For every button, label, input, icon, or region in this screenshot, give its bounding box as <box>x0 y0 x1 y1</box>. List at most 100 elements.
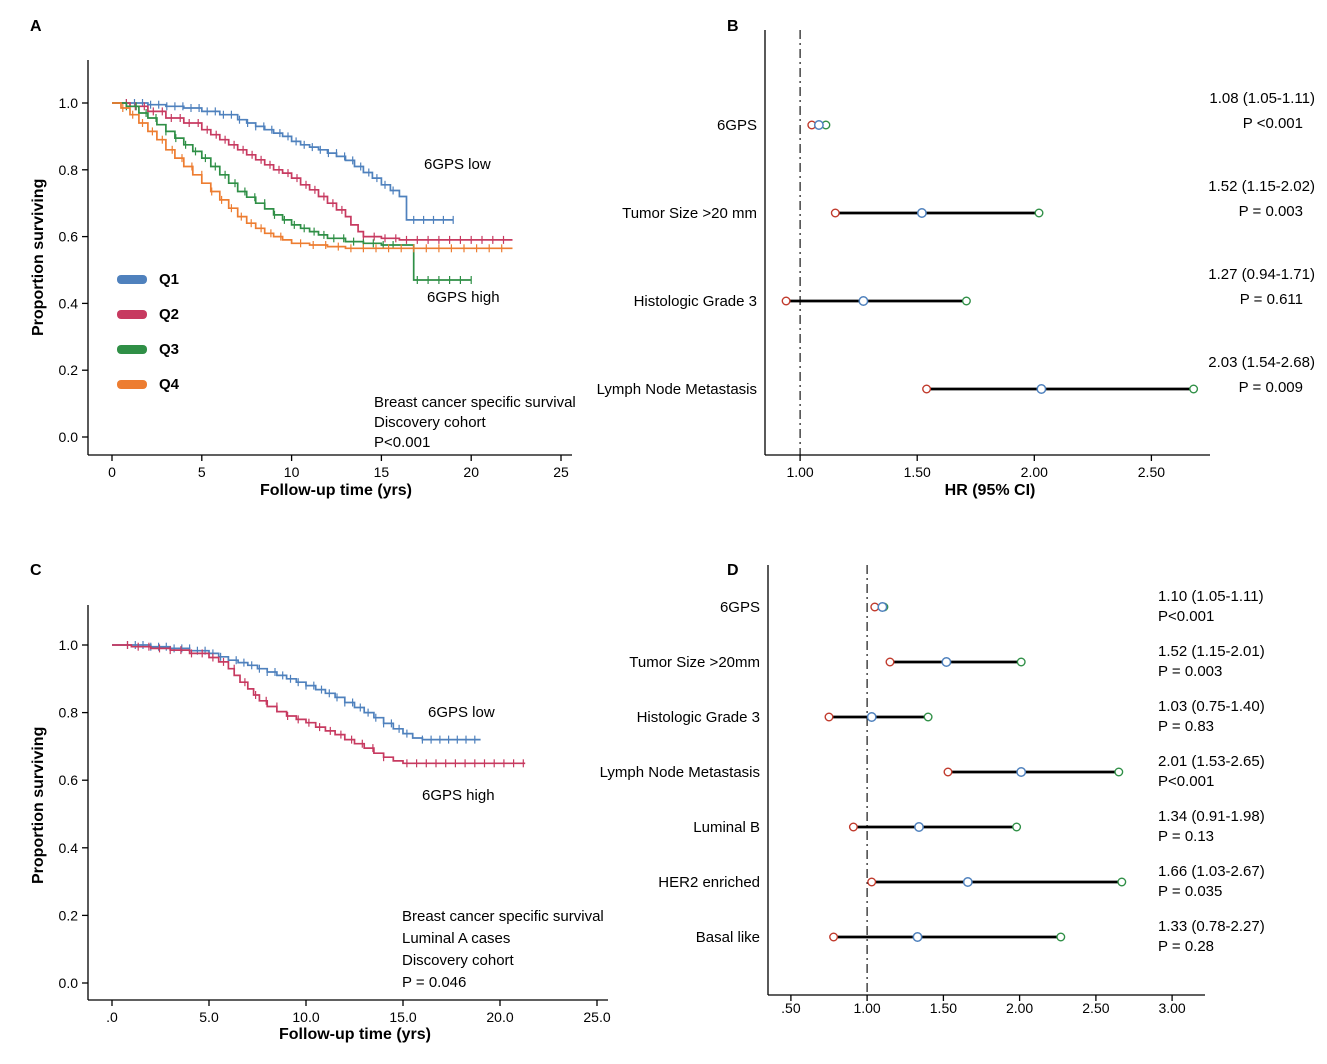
y-tick-label: 0.2 <box>59 362 79 378</box>
panel-a-footnote: Breast cancer specific survival Discover… <box>374 393 576 453</box>
ci-high-marker <box>1016 657 1026 667</box>
ci-low-marker <box>830 208 840 218</box>
km-curve-q2 <box>112 102 513 241</box>
hr-value-text: 1.33 (0.78-2.27) <box>1158 918 1265 935</box>
ci-low-marker <box>867 877 877 887</box>
hr-point-marker <box>914 822 924 832</box>
row-label-her2-enriched: HER2 enriched <box>658 874 760 891</box>
hr-value-text: 1.34 (0.91-1.98) <box>1158 808 1265 825</box>
panel-a-legend: Q1 Q2 Q3 Q4 <box>117 262 179 402</box>
x-tick-label: 5.0 <box>199 1009 219 1025</box>
x-tick-label: 1.50 <box>930 1000 957 1016</box>
ci-high-marker <box>961 296 971 306</box>
x-tick-label: 10 <box>284 464 300 480</box>
y-tick-label: 0.0 <box>59 975 79 991</box>
x-tick-label: 1.50 <box>904 464 931 480</box>
panel-c-footnote-line: Discovery cohort <box>402 952 514 969</box>
ci-high-marker <box>1034 208 1044 218</box>
panel-c-footnote: Breast cancer specific survival Luminal … <box>402 906 604 994</box>
hr-point-marker <box>858 296 869 306</box>
y-tick-label: 1.0 <box>59 95 79 111</box>
panel-a-x-axis-title: Follow-up time (yrs) <box>260 482 412 499</box>
p-value-text: P = 0.009 <box>1239 379 1303 396</box>
hr-value-text: 2.03 (1.54-2.68) <box>1208 354 1315 371</box>
p-value-text: P = 0.035 <box>1158 883 1222 900</box>
x-tick-label: 3.00 <box>1158 1000 1185 1016</box>
hr-point-marker <box>962 877 973 887</box>
hr-value-text: 1.10 (1.05-1.11) <box>1158 588 1264 605</box>
x-tick-label: 1.00 <box>853 1000 880 1016</box>
p-value-text: P<0.001 <box>1158 773 1214 790</box>
hr-value-text: 1.27 (0.94-1.71) <box>1208 266 1315 283</box>
x-tick-label: 2.00 <box>1021 464 1048 480</box>
row-label-tumor-size-20mm: Tumor Size >20mm <box>629 654 760 671</box>
legend-label-q2: Q2 <box>159 306 180 323</box>
x-tick-label: 2.50 <box>1138 464 1165 480</box>
panel-c-footnote-line: Breast cancer specific survival <box>402 908 604 925</box>
row-label-lymph-node-metastasis: Lymph Node Metastasis <box>597 381 757 398</box>
hr-value-text: 1.08 (1.05-1.11) <box>1209 90 1315 107</box>
x-tick-label: .50 <box>781 1000 801 1016</box>
km-curve-q3 <box>112 102 472 281</box>
hr-point-marker <box>912 932 923 942</box>
ci-high-marker <box>1012 822 1022 832</box>
panel-c-annotation-high: 6GPS high <box>422 787 495 804</box>
y-tick-label: 0.8 <box>59 162 79 178</box>
x-tick-label: 2.50 <box>1082 1000 1109 1016</box>
x-tick-label: 25 <box>553 464 569 480</box>
legend-swatch-q2 <box>117 310 147 319</box>
panel-a-km-plot: 0 5 10 15 20 25 0.0 0.2 0.4 0.6 0.8 1.0 <box>59 60 572 480</box>
p-value-text: P = 0.28 <box>1158 938 1214 955</box>
row-label-histologic-grade-3: Histologic Grade 3 <box>637 709 760 726</box>
panel-c-annotation-low: 6GPS low <box>428 704 495 721</box>
x-tick-label: 2.00 <box>1006 1000 1033 1016</box>
y-tick-label: 0.6 <box>59 229 79 245</box>
legend-item-q3: Q3 <box>117 332 179 367</box>
x-tick-label: 20 <box>463 464 479 480</box>
ci-high-marker <box>1114 767 1124 777</box>
row-label-6gps: 6GPS <box>717 117 757 134</box>
hr-value-text: 2.01 (1.53-2.65) <box>1158 753 1265 770</box>
y-tick-label: 0.8 <box>59 705 79 721</box>
y-tick-label: 0.2 <box>59 907 79 923</box>
panel-c-letter: C <box>30 562 42 579</box>
x-tick-label: 1.00 <box>786 464 813 480</box>
ci-low-marker <box>781 296 791 306</box>
legend-swatch-q3 <box>117 345 147 354</box>
legend-label-q1: Q1 <box>159 271 180 288</box>
hr-value-text: 1.52 (1.15-2.02) <box>1208 178 1315 195</box>
legend-label-q4: Q4 <box>159 376 180 393</box>
x-tick-label: .0 <box>106 1009 118 1025</box>
hr-value-text: 1.03 (0.75-1.40) <box>1158 698 1265 715</box>
panel-a-footnote-line: Breast cancer specific survival <box>374 394 576 411</box>
x-tick-label: 0 <box>108 464 116 480</box>
row-label-tumor-size-20-mm: Tumor Size >20 mm <box>622 205 757 222</box>
p-value-text: P<0.001 <box>1158 608 1214 625</box>
panel-c-footnote-line: P = 0.046 <box>402 974 467 991</box>
p-value-text: P = 0.003 <box>1158 663 1222 680</box>
panel-c-x-axis-title: Follow-up time (yrs) <box>279 1026 431 1043</box>
panel-a-letter: A <box>30 18 42 35</box>
x-tick-label: 10.0 <box>292 1009 319 1025</box>
legend-swatch-q1 <box>117 275 147 284</box>
panel-a-footnote-line: P<0.001 <box>374 434 431 451</box>
y-tick-label: 1.0 <box>59 637 79 653</box>
p-value-text: P <0.001 <box>1243 115 1303 132</box>
ci-high-marker <box>1056 932 1066 942</box>
km-curve-6gps-low <box>112 644 481 741</box>
ci-low-marker <box>848 822 858 832</box>
panel-a-annotation-high: 6GPS high <box>427 289 500 306</box>
row-label-basal-like: Basal like <box>696 929 760 946</box>
ci-low-marker <box>885 657 895 667</box>
panel-b-forest-plot: 1.00 1.50 2.00 2.50 6GPS 1.08 (1.05-1.11) P <0… <box>597 30 1315 480</box>
p-value-text: P = 0.611 <box>1240 291 1303 308</box>
row-label-luminal-b: Luminal B <box>693 819 760 836</box>
panel-a-footnote-line: Discovery cohort <box>374 414 486 431</box>
panel-b-x-axis-title: HR (95% CI) <box>944 482 1036 499</box>
km-curve-q4 <box>112 102 513 250</box>
panel-d-forest-plot: .50 1.00 1.50 2.00 2.50 3.00 6GPS 1.10 (1.05-1.… <box>600 565 1265 1016</box>
legend-item-q1: Q1 <box>117 262 179 297</box>
x-tick-label: 15.0 <box>389 1009 416 1025</box>
p-value-text: P = 0.13 <box>1158 828 1214 845</box>
p-value-text: P = 0.003 <box>1239 203 1303 220</box>
